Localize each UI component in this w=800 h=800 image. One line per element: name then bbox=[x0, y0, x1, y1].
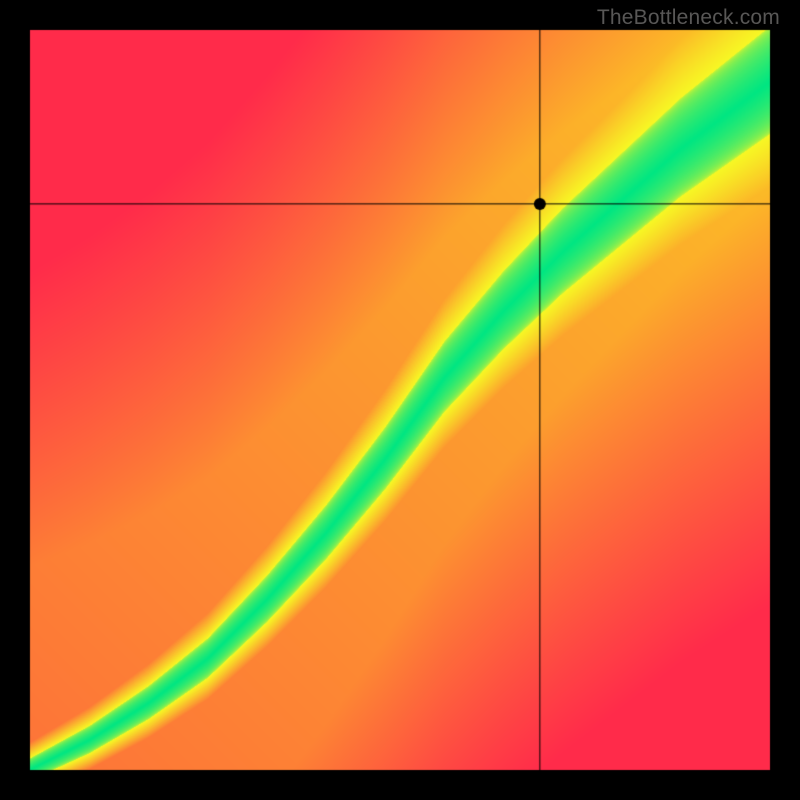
watermark-text: TheBottleneck.com bbox=[597, 6, 780, 30]
chart-container: TheBottleneck.com bbox=[0, 0, 800, 800]
heatmap-canvas bbox=[0, 0, 800, 800]
